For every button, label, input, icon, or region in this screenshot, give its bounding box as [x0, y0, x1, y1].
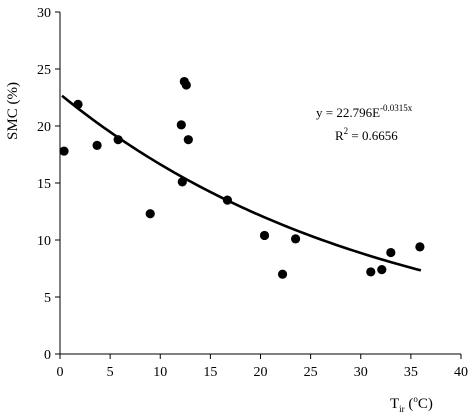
equation-prefix: y = 22.796E — [316, 105, 380, 120]
x-axis-title: Tir (oC) — [390, 394, 433, 414]
data-point — [92, 140, 102, 150]
data-point — [73, 99, 83, 109]
r-squared-label: R2 = 0.6656 — [335, 126, 398, 143]
x-axis-title-main: T — [390, 396, 399, 412]
x-tick-label: 40 — [454, 365, 468, 380]
data-point — [377, 265, 387, 275]
data-point — [366, 267, 376, 277]
x-tick-label: 20 — [254, 365, 268, 380]
x-tick-label: 10 — [153, 365, 167, 380]
x-tick-label: 25 — [304, 365, 318, 380]
data-point — [59, 146, 69, 156]
x-tick-label: 35 — [404, 365, 418, 380]
y-tick-label: 10 — [37, 234, 51, 249]
x-axis-title-unit-close: C) — [418, 396, 433, 412]
r-squared-value: = 0.6656 — [348, 128, 398, 143]
data-point — [183, 135, 193, 145]
data-point — [277, 269, 288, 279]
data-point — [386, 247, 396, 258]
data-point — [290, 234, 301, 244]
x-axis-title-unit-sup: o — [413, 394, 418, 404]
y-axis-title: SMC (%) — [5, 82, 21, 140]
x-axis: 0 5 10 15 20 25 30 35 40 — [57, 353, 468, 380]
x-axis-title-unit-open: ( — [405, 396, 414, 412]
data-point — [177, 177, 187, 187]
y-tick-label: 5 — [44, 291, 51, 306]
x-axis-title-sub: ir — [399, 404, 405, 414]
data-point — [181, 80, 191, 90]
r-squared-sup: 2 — [344, 126, 349, 136]
trendline-equation: y = 22.796E-0.0315x — [316, 103, 413, 120]
x-tick-label: 30 — [354, 365, 368, 380]
y-tick-label: 0 — [44, 348, 51, 363]
y-axis: 0 5 10 15 20 25 30 — [37, 6, 61, 363]
data-points — [59, 76, 425, 279]
data-point — [113, 135, 123, 145]
data-point — [145, 209, 155, 219]
y-tick-label: 15 — [37, 177, 51, 192]
data-point — [176, 120, 186, 130]
equation-exponent: -0.0315x — [380, 103, 413, 113]
r-squared-letter: R — [335, 128, 344, 143]
x-tick-label: 0 — [57, 365, 64, 380]
data-point — [259, 230, 270, 241]
y-tick-label: 25 — [37, 63, 51, 78]
data-point — [222, 195, 233, 205]
x-tick-label: 15 — [203, 365, 217, 380]
exponential-trendline — [61, 94, 422, 272]
x-tick-label: 5 — [107, 365, 114, 380]
y-tick-label: 20 — [37, 120, 51, 135]
data-point — [415, 242, 425, 252]
y-tick-label: 30 — [37, 6, 51, 21]
